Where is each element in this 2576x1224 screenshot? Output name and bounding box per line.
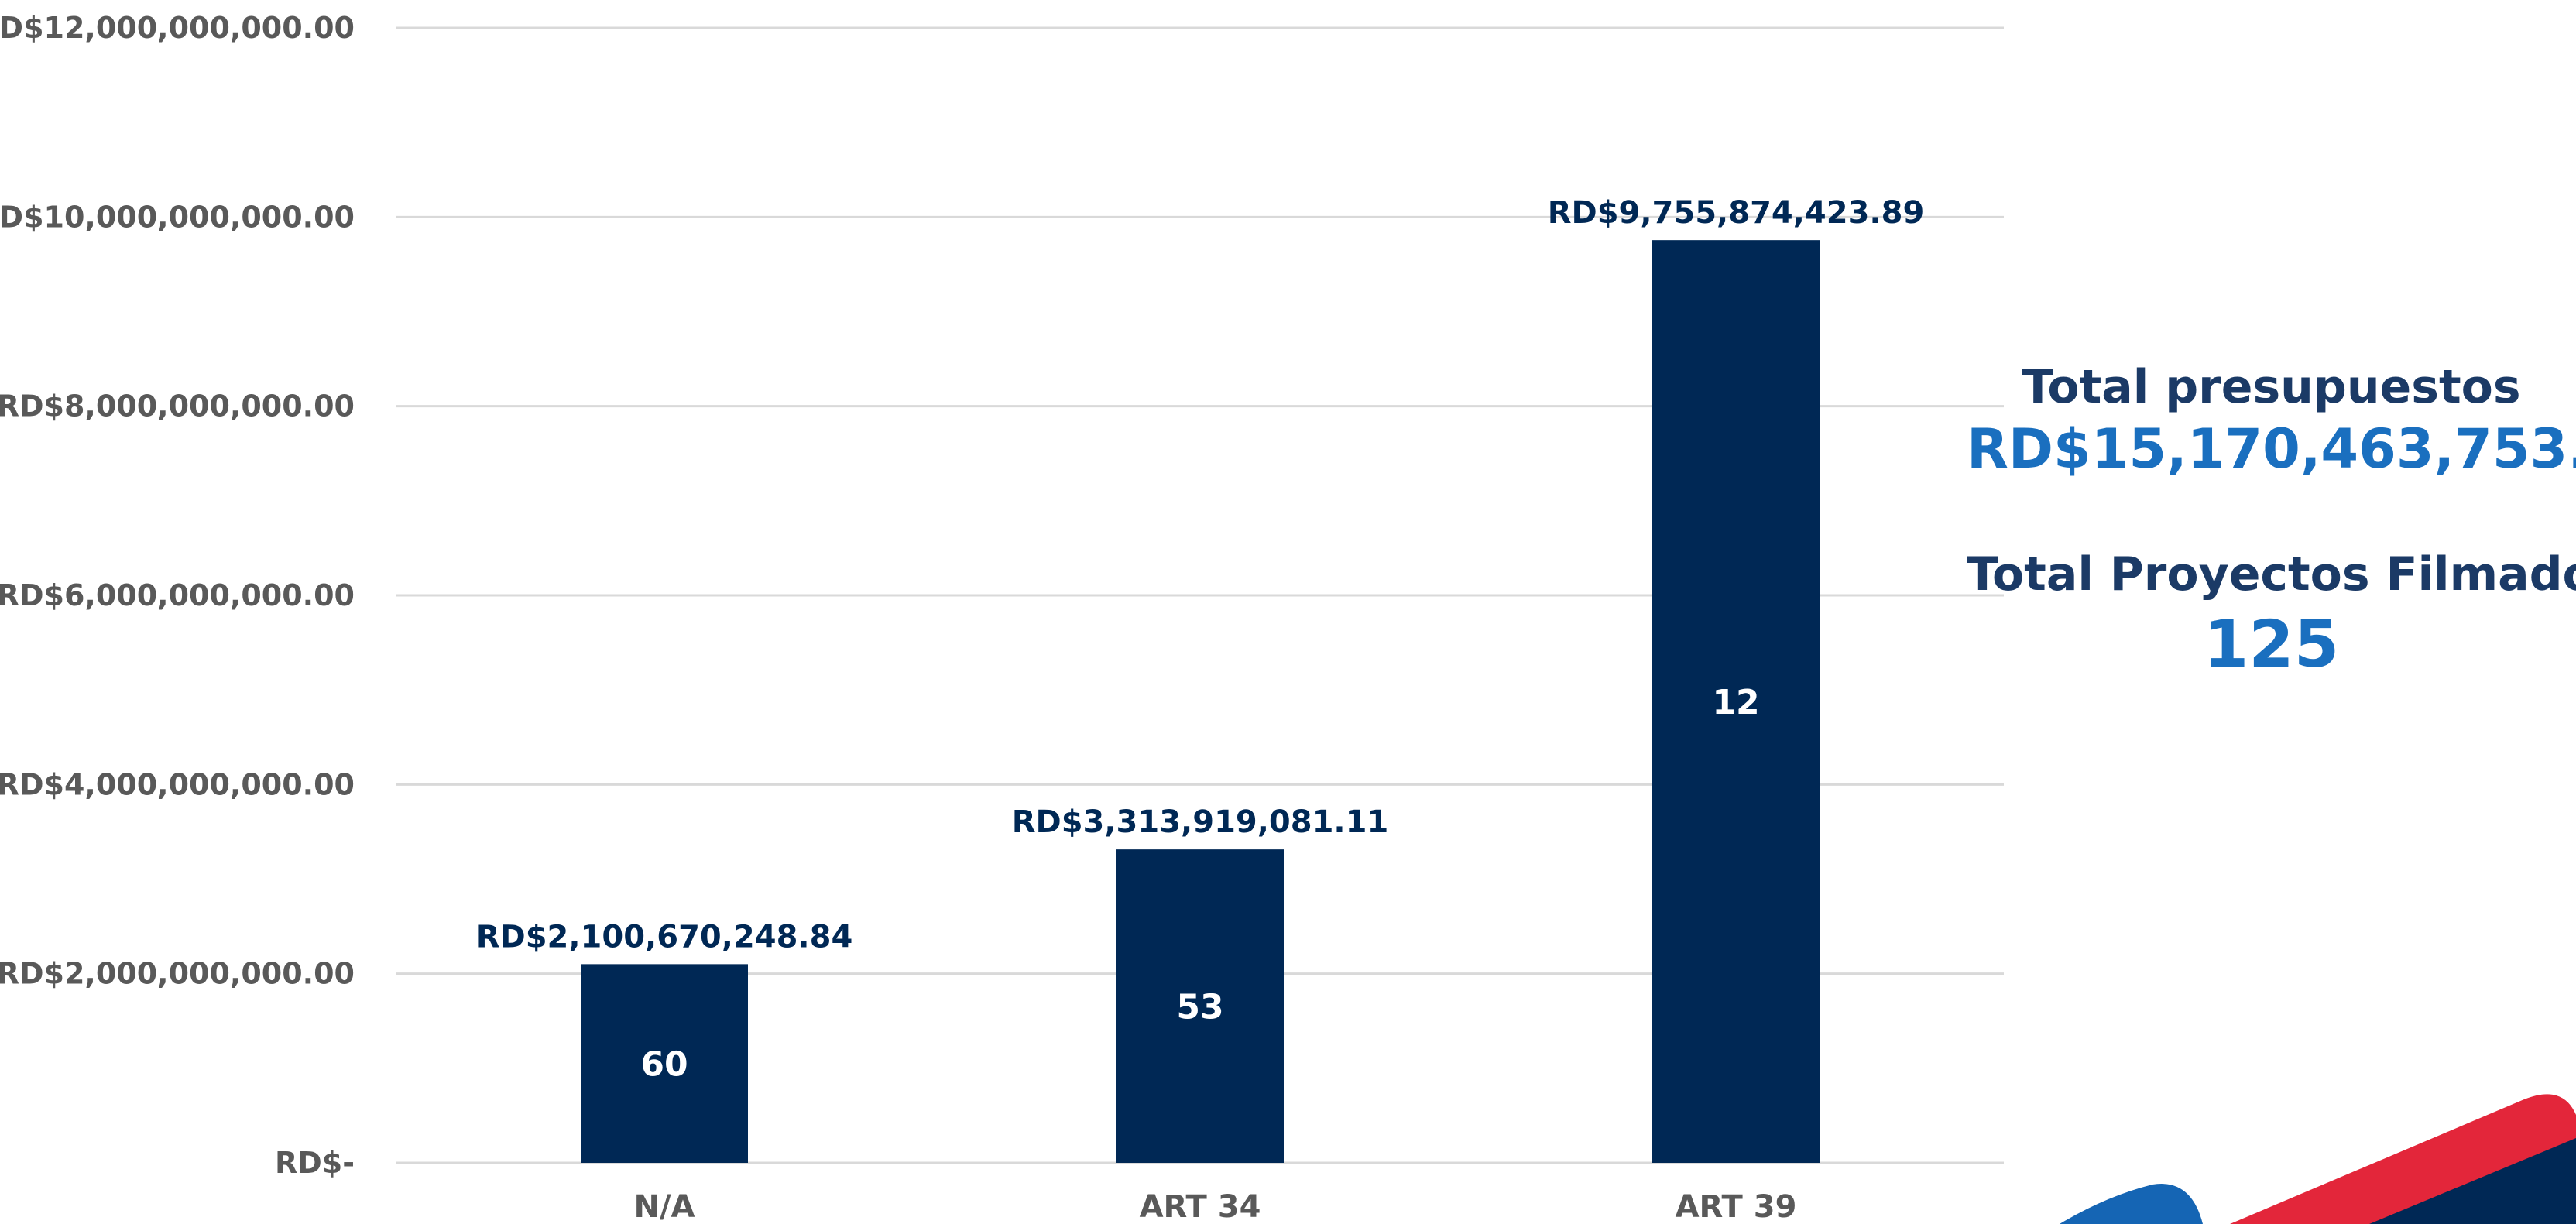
bar-count-label: 53 <box>1176 988 1223 1027</box>
bar-count-label: 12 <box>1712 683 1759 722</box>
bar <box>1652 240 1820 1163</box>
data-labels: RD$2,100,670,248.84 60 RD$3,313,919,081.11… <box>476 195 1925 1085</box>
bar-count-label: 60 <box>640 1045 688 1085</box>
blue-arc-decoration <box>2060 1184 2203 1224</box>
y-tick-label: RD$6,000,000,000.00 <box>0 578 355 612</box>
bars <box>581 240 1820 1163</box>
y-tick-label: RD$10,000,000,000.00 <box>0 200 355 234</box>
x-axis-tick-labels: N/A ART 34 ART 39 <box>633 1189 1796 1224</box>
x-tick-label: N/A <box>633 1189 695 1224</box>
corner-decoration <box>2060 1094 2576 1224</box>
y-axis-tick-labels: RD$- RD$2,000,000,000.00 RD$4,000,000,000.… <box>0 11 355 1180</box>
y-tick-label: RD$8,000,000,000.00 <box>0 389 355 423</box>
bar-value-label: RD$2,100,670,248.84 <box>476 919 853 955</box>
navy-stripe-decoration <box>2369 1138 2576 1224</box>
y-tick-label: RD$12,000,000,000.00 <box>0 11 355 45</box>
total-budget-value: RD$15,170,463,753.84 <box>1967 417 2576 481</box>
total-projects-title: Total Proyectos Filmados <box>1967 547 2576 602</box>
bar <box>1116 849 1284 1163</box>
y-tick-label: RD$4,000,000,000.00 <box>0 767 355 801</box>
total-projects-value: 125 <box>2203 606 2340 682</box>
bar-value-label: RD$3,313,919,081.11 <box>1012 804 1389 840</box>
bar <box>581 964 748 1163</box>
y-tick-label: RD$- <box>275 1146 355 1180</box>
y-tick-label: RD$2,000,000,000.00 <box>0 957 355 991</box>
x-tick-label: ART 34 <box>1140 1189 1261 1224</box>
total-budget-title: Total presupuestos <box>2022 360 2521 414</box>
x-tick-label: ART 39 <box>1676 1189 1797 1224</box>
bar-value-label: RD$9,755,874,423.89 <box>1548 195 1925 231</box>
